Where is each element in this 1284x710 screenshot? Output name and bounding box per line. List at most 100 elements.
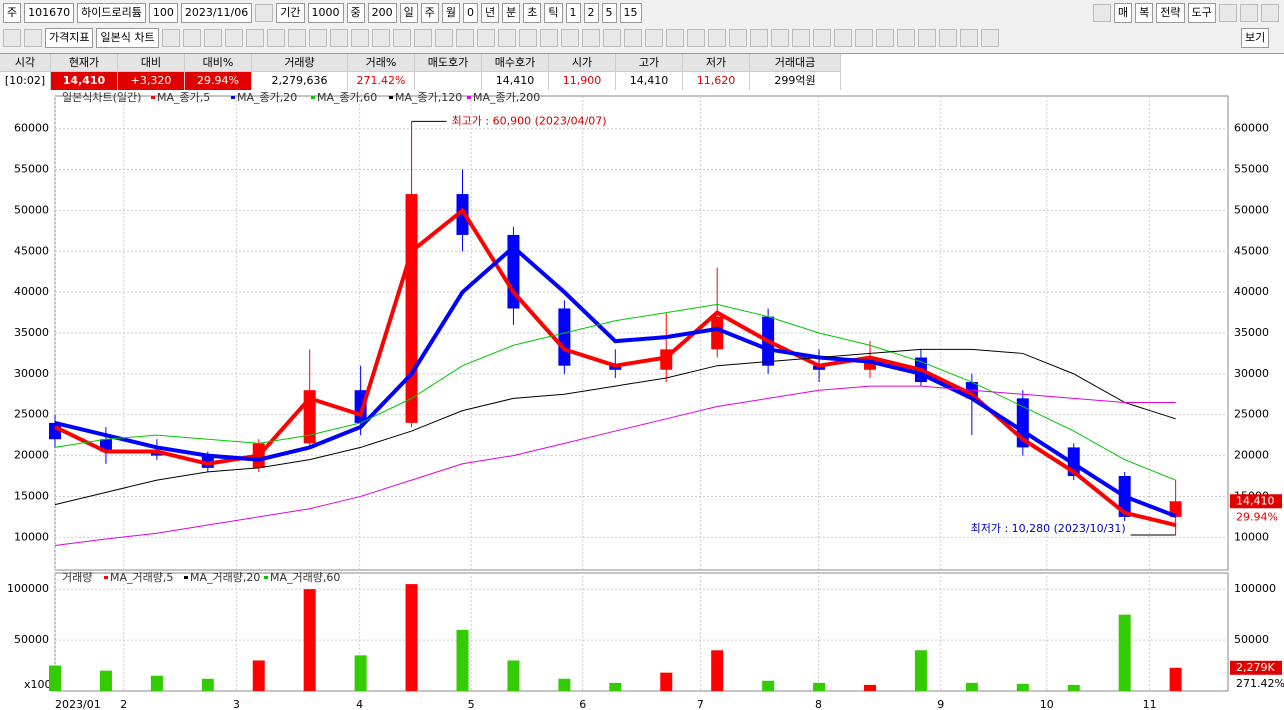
icon-button[interactable] <box>455 29 474 47</box>
view-button[interactable]: 보기 <box>1241 28 1270 48</box>
ma-line <box>54 303 1176 481</box>
toolbar-item[interactable]: 15 <box>619 3 642 23</box>
icon-button[interactable] <box>329 29 348 47</box>
icon-button[interactable] <box>875 29 894 47</box>
x-tick-label: 2023/01 <box>55 698 101 710</box>
y-tick-label: 15000 <box>14 489 49 502</box>
icon-button[interactable] <box>245 29 264 47</box>
toolbar-item[interactable]: 일본식 차트 <box>96 28 159 48</box>
icon-button[interactable] <box>161 29 180 47</box>
quote-value: 11,900 <box>562 74 602 87</box>
icon-button[interactable] <box>581 29 600 47</box>
toolbar-item[interactable]: 매 <box>1114 3 1133 23</box>
toolbar-item[interactable]: 복 <box>1135 3 1154 23</box>
volume-bar <box>1169 667 1182 691</box>
icon-button[interactable] <box>539 29 558 47</box>
toolbar-item[interactable]: 101670 <box>24 3 75 23</box>
icon-button[interactable] <box>812 29 831 47</box>
quote-header: 시가 <box>549 54 615 72</box>
icon-button[interactable] <box>1239 4 1258 22</box>
toolbar-item[interactable]: 년 <box>481 3 500 23</box>
icon-button[interactable] <box>791 29 810 47</box>
icon-button[interactable] <box>980 29 999 47</box>
toolbar-item[interactable]: 주 <box>420 3 439 23</box>
toolbar-item[interactable]: 일 <box>399 3 418 23</box>
toolbar-item[interactable]: 초 <box>523 3 542 23</box>
icon-button[interactable] <box>560 29 579 47</box>
icon-button[interactable] <box>1218 4 1237 22</box>
icon-button[interactable] <box>1093 4 1111 22</box>
ma-line <box>54 348 1176 506</box>
icon-button[interactable] <box>728 29 747 47</box>
icon-button[interactable] <box>644 29 663 47</box>
volume-bar <box>99 670 112 691</box>
x-tick-label: 11 <box>1143 698 1157 710</box>
toolbar-item[interactable]: 중 <box>346 3 365 23</box>
price-label: 14,410 <box>1236 494 1275 507</box>
toolbar-item[interactable]: 틱 <box>544 3 563 23</box>
quote-header: 대비% <box>185 54 251 72</box>
toolbar-1: 주 101670 하이드로리튬 100 2023/11/06 기간 1000 중 200 일 주 월 0… <box>0 1 642 25</box>
toolbar-item[interactable]: 0 <box>463 3 479 23</box>
toolbar-item[interactable]: 분 <box>502 3 521 23</box>
y-tick-label-right: 45000 <box>1234 244 1269 257</box>
icon-button[interactable] <box>1260 4 1279 22</box>
icon-button[interactable] <box>938 29 957 47</box>
icon-button[interactable] <box>434 29 453 47</box>
annotation: 최고가 : 60,900 (2023/04/07) <box>452 114 607 127</box>
y-tick-label-right: 30000 <box>1234 367 1269 380</box>
icon-button[interactable] <box>518 29 537 47</box>
quote-header: 거래% <box>348 54 414 72</box>
toolbar-item[interactable]: 가격지표 <box>45 28 94 48</box>
icon-button[interactable] <box>224 29 243 47</box>
toolbar-item[interactable]: 주 <box>3 3 22 23</box>
icon-button[interactable] <box>896 29 915 47</box>
toolbar-item[interactable]: 1 <box>565 3 581 23</box>
icon-button[interactable] <box>266 29 285 47</box>
toolbar-item[interactable]: 5 <box>601 3 617 23</box>
icon-button[interactable] <box>623 29 642 47</box>
volume-bar <box>1016 683 1029 691</box>
icon-button[interactable] <box>3 29 21 47</box>
icon-button[interactable] <box>287 29 306 47</box>
toolbar-item[interactable]: 2 <box>583 3 599 23</box>
icon-button[interactable] <box>665 29 684 47</box>
toolbar-item[interactable]: 도구 <box>1187 3 1216 23</box>
icon-button[interactable] <box>392 29 411 47</box>
quote-col: 거래% 271.42% <box>348 54 415 90</box>
icon-button[interactable] <box>833 29 852 47</box>
icon-button[interactable] <box>497 29 516 47</box>
toolbar-item[interactable]: 월 <box>441 3 461 23</box>
volume-bar <box>507 660 520 691</box>
icon-button[interactable] <box>707 29 726 47</box>
icon-button[interactable] <box>255 4 274 22</box>
toolbar-item[interactable]: 전략 <box>1156 3 1185 23</box>
toolbar-item[interactable]: 2023/11/06 <box>180 3 253 23</box>
quote-value: 14,410 <box>495 74 535 87</box>
legend-swatch <box>467 96 471 99</box>
icon-button[interactable] <box>182 29 201 47</box>
toolbar-item[interactable]: 200 <box>367 3 397 23</box>
icon-button[interactable] <box>308 29 327 47</box>
icon-button[interactable] <box>770 29 789 47</box>
y-tick-label-right: 20000 <box>1234 449 1269 462</box>
icon-button[interactable] <box>203 29 222 47</box>
icon-button[interactable] <box>854 29 873 47</box>
icon-button[interactable] <box>350 29 369 47</box>
toolbar-item[interactable]: 1000 <box>307 3 344 23</box>
toolbar-item[interactable]: 100 <box>148 3 178 23</box>
toolbar-item[interactable]: 하이드로리튬 <box>77 3 146 23</box>
icon-button[interactable] <box>602 29 621 47</box>
icon-button[interactable] <box>959 29 978 47</box>
toolbar-1-right: 매 복 전략 도구 <box>1090 1 1279 25</box>
icon-button[interactable] <box>413 29 432 47</box>
x-tick-label: 9 <box>937 698 944 710</box>
icon-button[interactable] <box>371 29 390 47</box>
icon-button[interactable] <box>917 29 936 47</box>
icon-button[interactable] <box>24 29 42 47</box>
toolbar-item[interactable]: 기간 <box>276 3 305 23</box>
y-tick-label-right: 10000 <box>1234 530 1269 543</box>
icon-button[interactable] <box>476 29 495 47</box>
icon-button[interactable] <box>686 29 705 47</box>
icon-button[interactable] <box>749 29 768 47</box>
